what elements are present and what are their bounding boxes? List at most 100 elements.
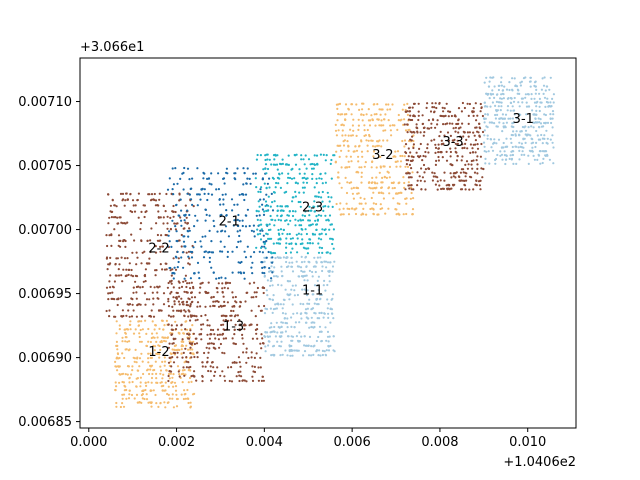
data-point	[500, 84, 503, 87]
data-point	[178, 192, 181, 195]
data-point	[412, 197, 415, 200]
data-point	[424, 168, 427, 171]
data-point	[224, 277, 227, 280]
data-point	[457, 131, 460, 134]
data-point	[483, 150, 486, 153]
data-point	[320, 232, 323, 235]
data-point	[456, 142, 459, 145]
data-point	[306, 302, 309, 305]
data-point	[182, 266, 185, 269]
data-point	[143, 397, 146, 401]
data-point	[307, 317, 310, 320]
data-point	[237, 240, 240, 243]
data-point	[495, 109, 498, 112]
data-point	[140, 320, 143, 323]
data-point	[516, 88, 520, 91]
data-point	[460, 110, 463, 113]
data-point	[411, 171, 414, 174]
data-point	[243, 198, 246, 202]
data-point	[328, 228, 331, 231]
data-point	[476, 155, 479, 158]
data-point	[217, 172, 220, 175]
data-point	[409, 151, 412, 154]
data-point	[303, 214, 307, 218]
data-point	[348, 165, 351, 169]
data-point	[511, 89, 514, 92]
data-point	[338, 102, 342, 105]
data-point	[395, 213, 398, 216]
data-point	[270, 265, 273, 268]
data-point	[125, 328, 129, 331]
data-point	[119, 297, 122, 300]
data-point	[336, 107, 339, 110]
data-point	[130, 274, 133, 277]
data-point	[158, 198, 161, 201]
data-point	[261, 251, 264, 254]
data-point	[398, 181, 401, 184]
data-point	[276, 214, 279, 217]
data-point	[121, 280, 124, 283]
data-point	[306, 242, 309, 245]
data-point	[317, 275, 320, 278]
data-point	[540, 101, 543, 104]
data-point	[350, 207, 354, 210]
data-point	[228, 281, 232, 285]
data-point	[138, 365, 141, 368]
data-point	[409, 130, 412, 133]
data-point	[486, 137, 489, 140]
data-point	[307, 158, 311, 161]
data-point	[190, 281, 193, 284]
data-point	[259, 154, 262, 157]
data-point	[292, 196, 295, 199]
data-point	[453, 172, 456, 175]
data-point	[511, 105, 514, 108]
data-point	[295, 243, 298, 246]
data-point	[399, 191, 402, 194]
data-point	[131, 380, 134, 384]
data-point	[139, 286, 142, 289]
data-point	[272, 154, 276, 157]
data-point	[501, 130, 504, 133]
data-point	[302, 303, 305, 306]
data-point	[434, 102, 437, 105]
data-point	[509, 137, 512, 140]
data-point	[550, 121, 553, 125]
data-point	[266, 335, 269, 338]
data-point	[463, 106, 466, 110]
data-point	[154, 393, 157, 397]
data-point	[306, 252, 309, 255]
data-point	[177, 257, 180, 260]
data-point	[284, 288, 287, 291]
data-point	[155, 340, 158, 343]
data-point	[279, 354, 282, 357]
data-point	[183, 227, 186, 230]
data-point	[226, 172, 229, 175]
data-point	[196, 261, 200, 264]
data-point	[111, 285, 114, 288]
data-point	[382, 192, 385, 195]
data-point	[296, 182, 299, 185]
data-point	[128, 340, 131, 343]
data-point	[412, 155, 415, 159]
data-point	[440, 139, 443, 142]
data-point	[552, 162, 555, 165]
data-point	[169, 216, 172, 219]
data-point	[189, 352, 192, 355]
data-point	[438, 184, 441, 187]
data-point	[505, 121, 508, 124]
data-point	[272, 177, 275, 180]
series-2-3	[254, 153, 336, 255]
data-point	[231, 250, 234, 253]
data-point	[380, 119, 383, 122]
data-point	[310, 316, 313, 319]
data-point	[300, 317, 303, 320]
data-point	[470, 159, 473, 163]
data-point	[443, 107, 446, 110]
data-point	[419, 155, 422, 158]
data-point	[226, 328, 229, 331]
data-point	[527, 105, 530, 108]
data-point	[135, 297, 138, 300]
data-point	[351, 134, 354, 137]
data-point	[143, 250, 146, 253]
data-point	[138, 320, 141, 323]
